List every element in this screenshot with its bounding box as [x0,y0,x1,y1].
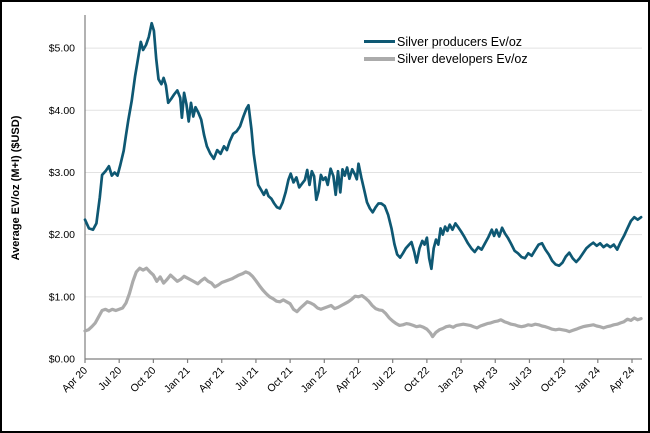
developers-line-swatch [364,56,395,61]
y-tick-label: $1.00 [49,291,75,303]
x-tick-label: Oct 21 [265,365,295,395]
x-tick-label: Jul 21 [233,365,261,393]
producers-line [83,21,643,271]
x-tick-label: Apr 20 [60,365,90,395]
x-tick-label: Jan 24 [572,365,603,396]
y-tick-label: $2.00 [49,229,75,241]
x-tick-label: Oct 23 [538,365,568,395]
x-tick-label: Oct 22 [402,365,432,395]
x-tick-label: Jan 22 [299,365,330,396]
x-tick-label: Jan 21 [162,365,193,396]
legend-label-producers: Silver producers Ev/oz [397,34,523,49]
x-tick-label: Jul 23 [506,365,534,393]
x-tick-label: Apr 22 [333,365,363,395]
y-tick-label: $0.00 [49,354,75,366]
x-tick-label: Apr 21 [197,365,227,395]
legend-item-producers: Silver producers Ev/oz [364,33,528,50]
y-tick-label: $3.00 [49,167,75,179]
producers-line-swatch [364,40,395,43]
x-tick-label: Jul 22 [370,365,398,393]
y-tick-label: $5.00 [49,43,75,55]
x-tick-label: Jan 23 [435,365,466,396]
legend-label-developers: Silver developers Ev/oz [397,51,528,66]
legend: Silver producers Ev/oz Silver developers… [364,33,528,67]
legend-item-developers: Silver developers Ev/oz [364,50,528,67]
developers-line [83,266,643,339]
x-tick-label: Oct 20 [128,365,158,395]
x-tick-label: Apr 23 [470,365,500,395]
y-tick-label: $4.00 [49,105,75,117]
x-tick-label: Jul 20 [96,365,124,393]
x-tick-label: Apr 24 [607,365,637,395]
y-axis-title: Average EV/oz (M+I) ($USD) [10,115,22,261]
